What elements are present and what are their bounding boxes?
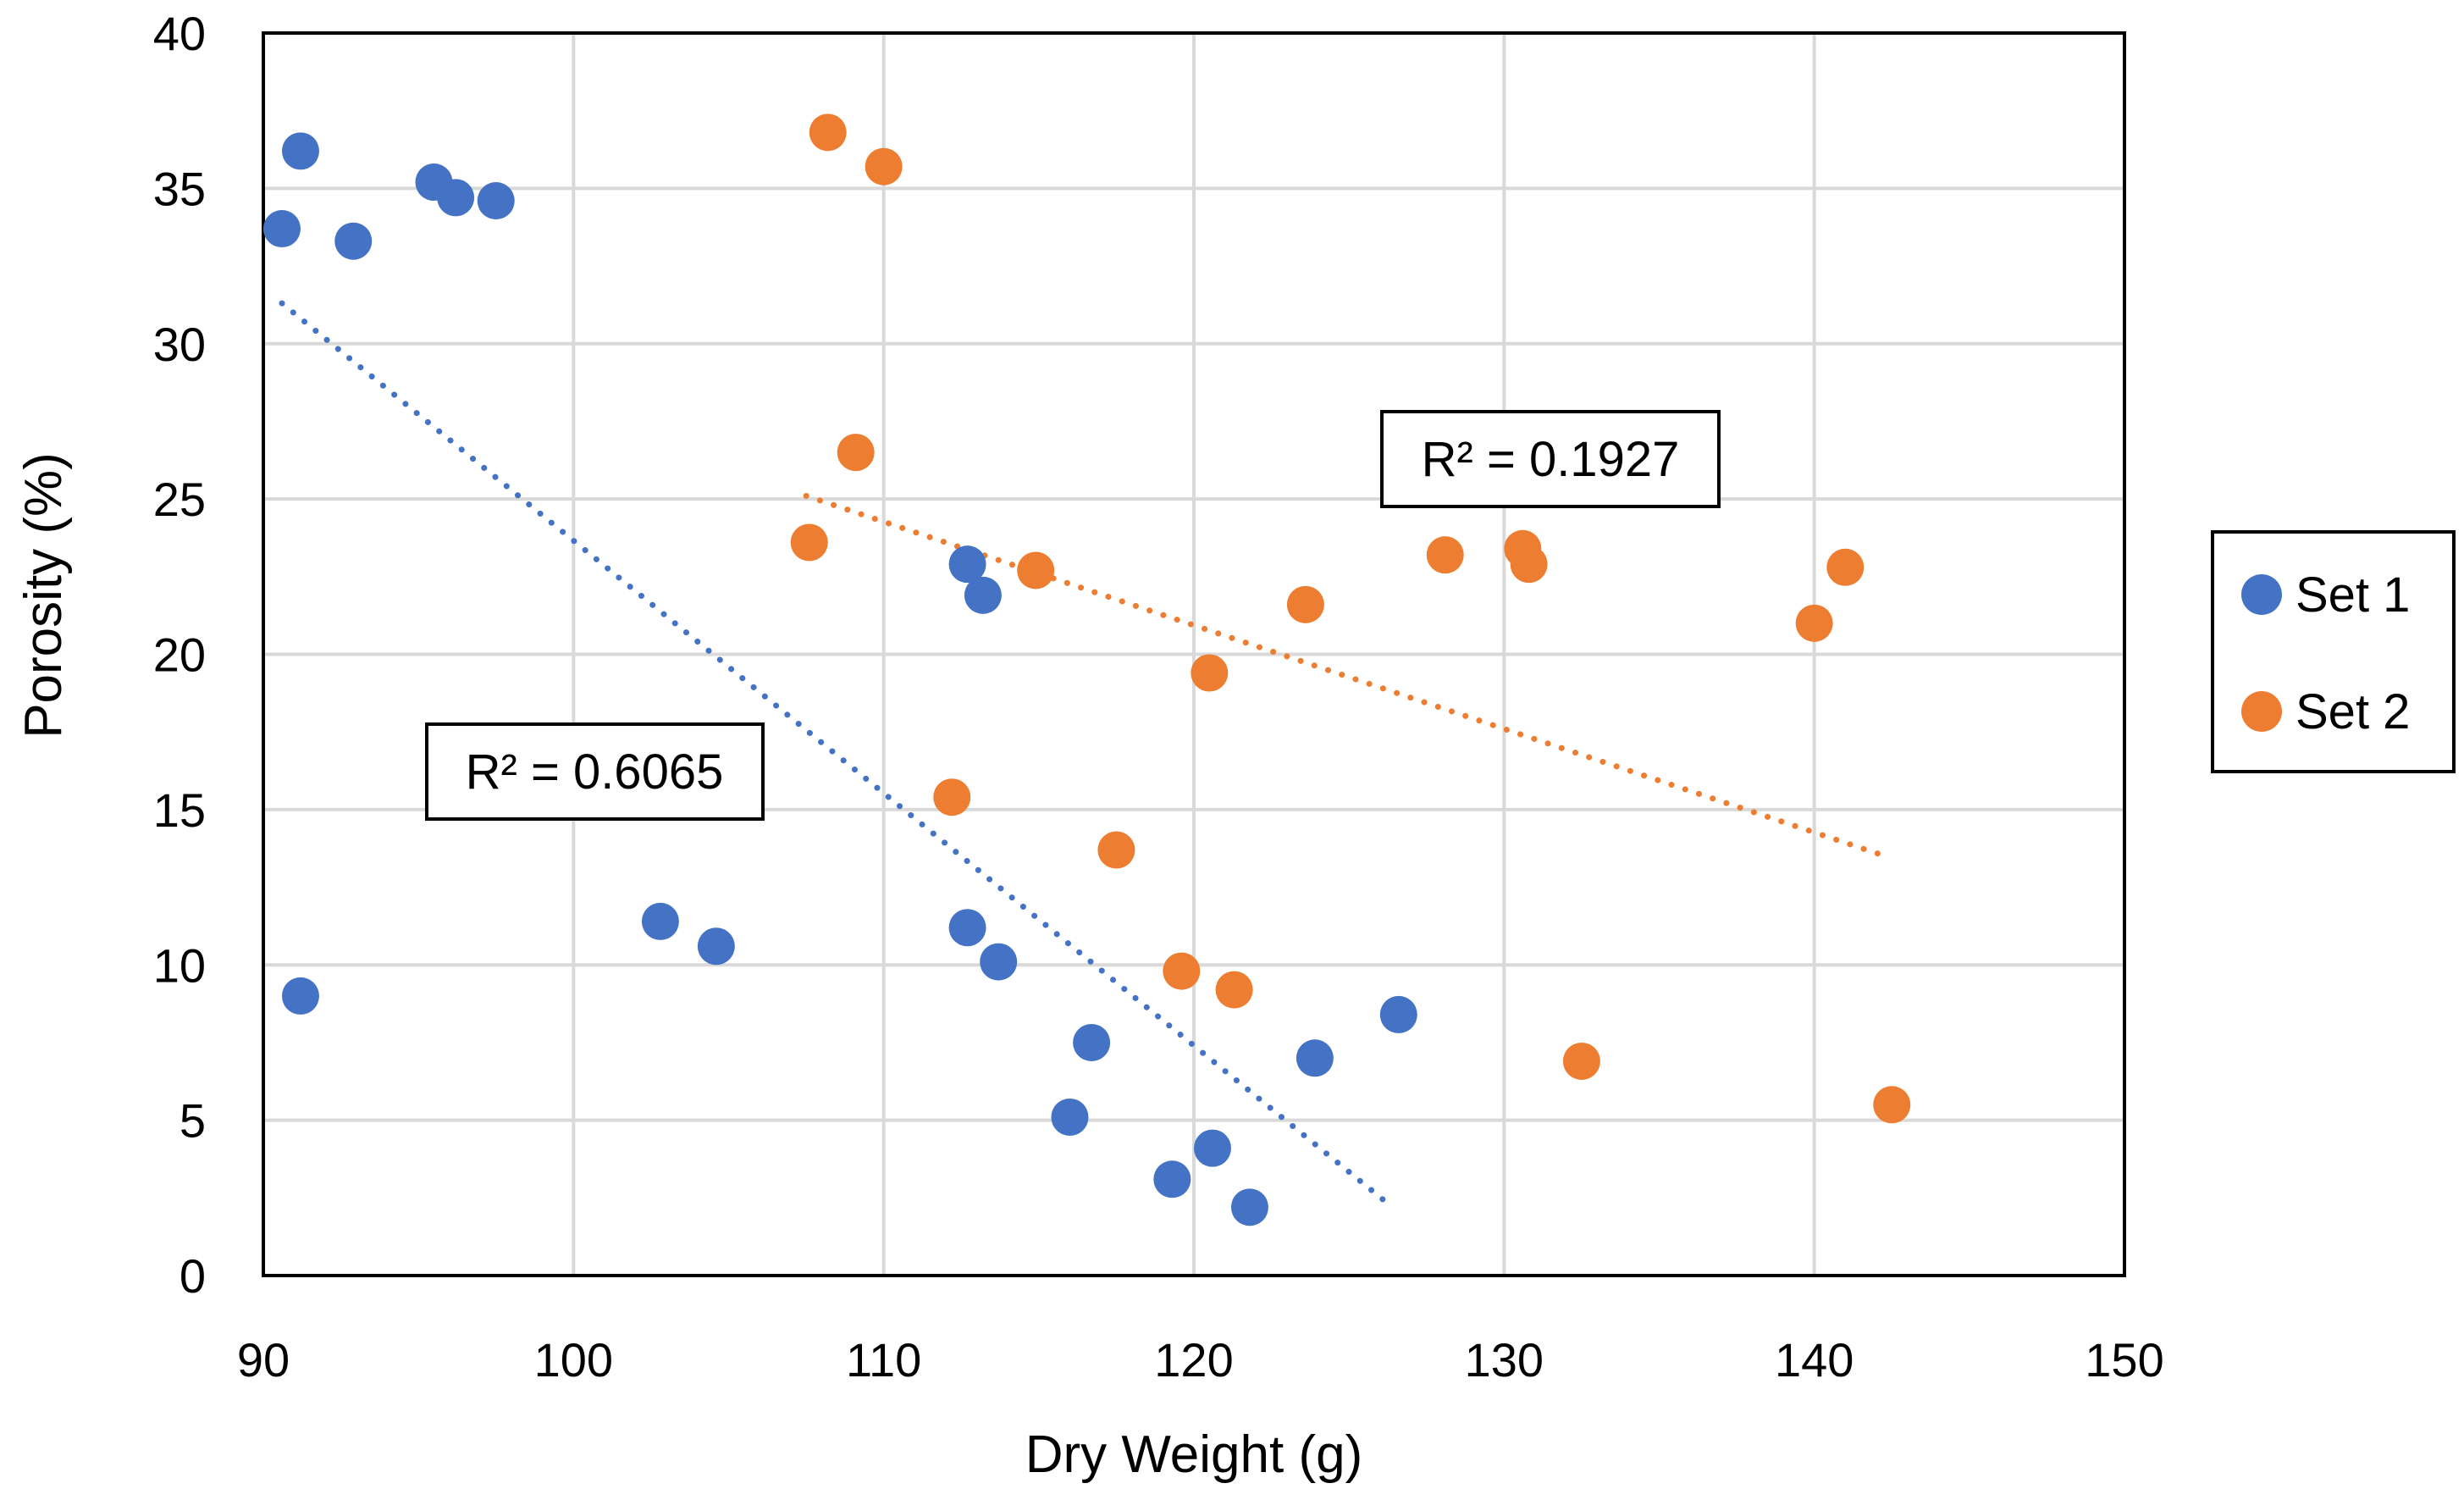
data-point-set2	[1795, 604, 1833, 642]
data-point-set1	[1230, 1188, 1268, 1226]
x-axis-title: Dry Weight (g)	[1025, 1425, 1363, 1484]
data-point-set1	[1296, 1039, 1334, 1077]
data-point-set2	[933, 778, 971, 816]
data-point-set2	[809, 113, 847, 152]
data-point-set2	[1163, 952, 1201, 990]
legend-label-set1: Set 1	[2295, 567, 2410, 623]
data-point-set2	[1873, 1086, 1911, 1124]
x-tick-label: 110	[846, 1333, 921, 1387]
data-point-set1	[1379, 995, 1417, 1033]
trendlines	[279, 300, 1889, 1210]
data-point-set1	[697, 927, 735, 966]
data-point-set1	[964, 576, 1002, 614]
x-tick-label: 150	[2085, 1333, 2163, 1387]
r2-label-set2-text: R² = 0.1927	[1422, 432, 1680, 487]
data-point-set2	[837, 434, 875, 472]
grid-lines	[263, 33, 2124, 1276]
x-tick-label: 120	[1154, 1333, 1233, 1387]
legend-marker-set1	[2241, 574, 2282, 615]
data-point-set1	[262, 210, 301, 248]
y-tick-label: 35	[153, 162, 206, 215]
r2-label-set1-text: R² = 0.6065	[466, 744, 724, 800]
y-tick-label: 15	[153, 783, 206, 837]
trendline-set2	[803, 492, 1889, 860]
x-tick-label: 100	[534, 1333, 613, 1387]
data-point-set2	[1562, 1042, 1600, 1080]
data-point-set1	[948, 545, 986, 584]
plot-area-border	[262, 31, 2126, 1277]
data-point-set1	[1073, 1023, 1111, 1061]
data-point-set2	[1426, 536, 1464, 574]
y-tick-label: 40	[153, 7, 206, 60]
data-point-set2	[1286, 585, 1324, 623]
data-point-set2	[1097, 831, 1135, 869]
y-tick-label: 30	[153, 318, 206, 371]
y-axis-title: Porosity (%)	[14, 452, 73, 739]
x-tick-label: 130	[1465, 1333, 1544, 1387]
x-tick-label: 90	[237, 1333, 290, 1387]
x-tick-label: 140	[1775, 1333, 1854, 1387]
y-tick-label: 5	[180, 1094, 206, 1148]
data-point-set2	[1510, 545, 1548, 584]
r2-label-set1-box	[425, 722, 765, 821]
data-point-set1	[1193, 1129, 1231, 1167]
y-tick-label: 25	[153, 473, 206, 526]
data-point-set1	[948, 909, 986, 947]
data-point-set1	[437, 179, 475, 217]
legend-marker-set2	[2241, 691, 2282, 732]
data-point-set2	[1191, 654, 1229, 692]
data-point-set1	[334, 222, 373, 260]
data-point-set1	[281, 132, 319, 170]
r2-label-set2: R² = 0.1927	[1380, 410, 1721, 508]
y-axis-tick-labels: 0 5 10 15 20 25 30 35 40	[153, 7, 206, 1303]
data-point-set1	[477, 182, 515, 220]
data-point-set2	[1017, 551, 1055, 589]
r2-label-set2-box	[1380, 410, 1721, 508]
x-axis-tick-labels: 90 100 110 120 130 140 150	[237, 1333, 2164, 1387]
legend-box	[2211, 530, 2456, 773]
data-point-set1	[281, 977, 319, 1015]
legend-label-set2: Set 2	[2295, 684, 2410, 739]
legend: Set 1 Set 2	[2211, 530, 2456, 773]
y-tick-label: 0	[180, 1249, 206, 1303]
data-point-set1	[641, 902, 679, 940]
data-points	[262, 113, 1911, 1226]
data-point-set1	[980, 943, 1018, 981]
data-point-set2	[1826, 548, 1865, 586]
data-point-set1	[1051, 1098, 1089, 1136]
y-tick-label: 20	[153, 628, 206, 682]
r2-label-set1: R² = 0.6065	[425, 722, 765, 821]
data-point-set1	[1153, 1160, 1191, 1198]
data-point-set2	[865, 147, 903, 185]
y-tick-label: 10	[153, 938, 206, 992]
data-point-set2	[1215, 971, 1253, 1009]
data-point-set2	[790, 523, 828, 562]
